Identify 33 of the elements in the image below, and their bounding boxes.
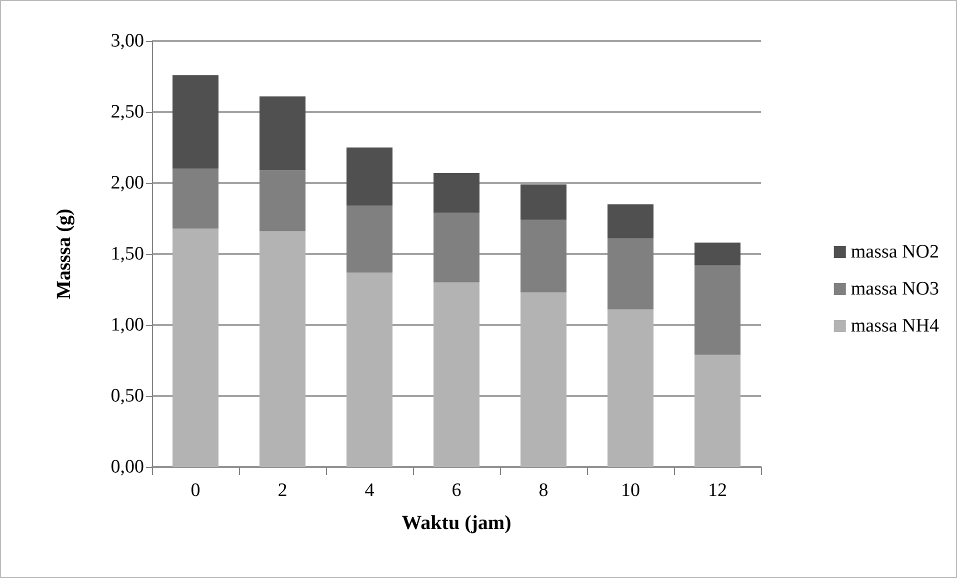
y-axis-title: Masssa (g) (53, 208, 75, 300)
y-tick-label: 2,50 (110, 102, 144, 122)
legend-label: massa NO2 (850, 242, 940, 262)
x-tick-label: 0 (190, 480, 200, 501)
y-tick-label: 0,50 (110, 386, 144, 406)
x-tick-label: 10 (621, 480, 640, 501)
bar (608, 309, 654, 467)
y-tick-label: 2,00 (110, 172, 144, 194)
x-tick-label: 12 (708, 480, 727, 501)
bar (346, 272, 392, 467)
bar (608, 204, 654, 238)
bar (694, 242, 740, 266)
x-axis-title: Waktu (jam) (402, 512, 512, 534)
x-tick-label: 6 (452, 480, 462, 501)
bar (172, 75, 218, 169)
x-tick-label: 8 (538, 480, 548, 501)
legend-label: massa NH4 (850, 316, 940, 336)
bar (434, 282, 480, 467)
bar (346, 148, 392, 206)
bar (260, 96, 306, 170)
bar (520, 184, 566, 220)
y-tick-label: 0,00 (110, 456, 144, 478)
y-tick-label: 1,50 (110, 244, 144, 264)
bar (260, 231, 306, 467)
bar (520, 292, 566, 467)
x-tick-label: 4 (364, 480, 375, 501)
y-tick-label: 3,00 (110, 30, 144, 52)
bar (434, 173, 480, 213)
legend-label: massa NO3 (850, 278, 940, 300)
x-tick-label: 2 (278, 480, 288, 501)
bar (172, 228, 218, 467)
bar (694, 354, 740, 467)
y-tick-label: 1,00 (110, 314, 144, 336)
